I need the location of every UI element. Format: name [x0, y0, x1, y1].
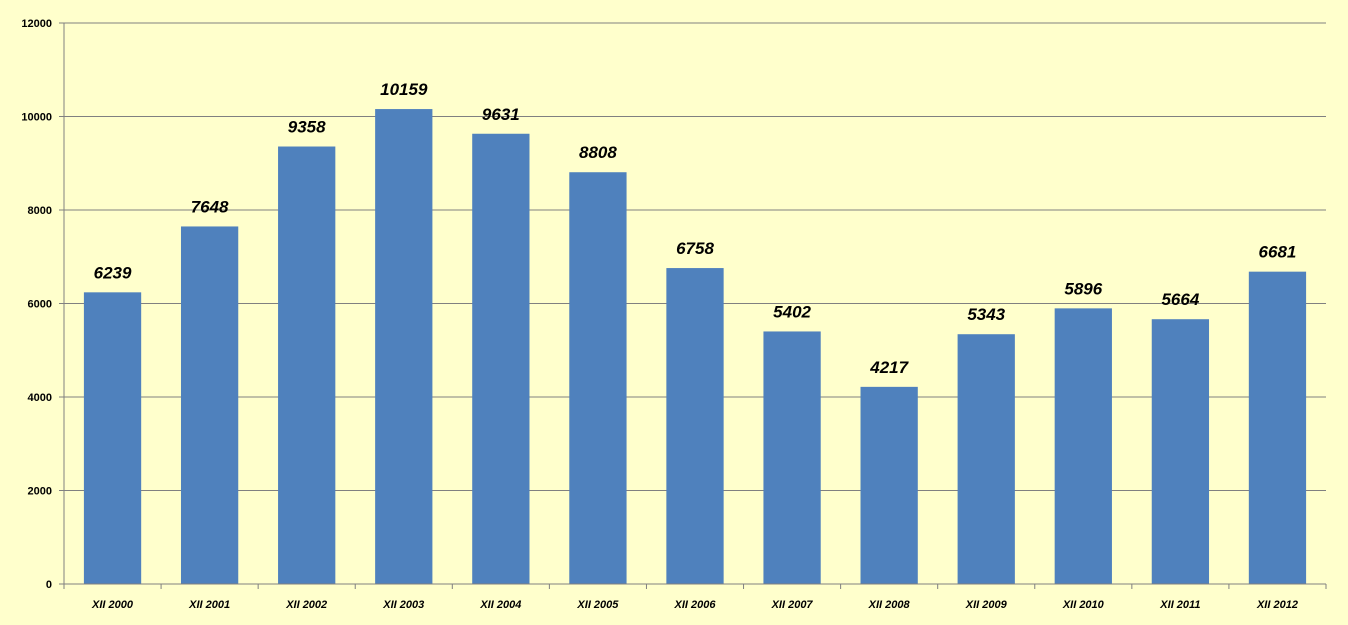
bars — [83, 109, 1307, 585]
data-labels: 6239 7648 9358 10159 9631 8808 6758 5402 4217 534… — [94, 80, 1297, 377]
x-tick-label: XII 2012 — [1256, 599, 1298, 611]
bar — [375, 109, 433, 585]
data-label: 10159 — [380, 80, 428, 99]
y-tick-label: 10000 — [21, 112, 52, 124]
x-tick-label: XII 2009 — [965, 599, 1008, 611]
data-label: 9631 — [482, 105, 520, 124]
data-label: 8808 — [579, 143, 617, 162]
x-tick-label: XII 2010 — [1062, 599, 1105, 611]
bar — [860, 386, 918, 584]
y-tick-label: 6000 — [28, 299, 52, 311]
data-label: 4217 — [869, 358, 909, 377]
bar — [1054, 308, 1112, 584]
x-axis-tick-labels: XII 2000 XII 2001 XII 2002 XII 2003 XII 2004… — [91, 599, 1298, 611]
bar — [569, 172, 627, 584]
bar — [666, 268, 724, 584]
x-tick-label: XII 2005 — [576, 599, 619, 611]
data-label: 6758 — [676, 239, 714, 258]
y-tick-label: 12000 — [21, 18, 52, 30]
bar — [1151, 319, 1210, 584]
data-label: 5896 — [1064, 279, 1102, 298]
data-label: 6239 — [94, 263, 132, 282]
data-label: 9358 — [288, 118, 326, 137]
data-label: 5402 — [773, 302, 811, 321]
bar — [472, 133, 530, 585]
axes — [59, 22, 1327, 589]
x-tick-label: XII 2000 — [91, 599, 134, 611]
x-tick-label: XII 2002 — [285, 599, 327, 611]
data-label: 5664 — [1161, 290, 1199, 309]
y-tick-label: 8000 — [28, 205, 52, 217]
x-tick-label: XII 2011 — [1159, 599, 1200, 611]
data-label: 7648 — [191, 197, 229, 216]
bar — [278, 146, 336, 585]
x-tick-label: XII 2004 — [479, 599, 521, 611]
y-axis-tick-labels: 0 2000 4000 6000 8000 10000 12000 — [21, 18, 52, 591]
bar — [1248, 271, 1307, 584]
x-tick-label: XII 2003 — [382, 599, 424, 611]
x-tick-label: XII 2007 — [771, 599, 814, 611]
bar — [957, 334, 1015, 584]
bar — [83, 292, 142, 584]
y-tick-label: 2000 — [28, 486, 52, 498]
y-tick-label: 0 — [46, 579, 52, 591]
y-tick-label: 4000 — [28, 392, 52, 404]
data-label: 5343 — [967, 305, 1005, 324]
x-tick-label: XII 2001 — [188, 599, 230, 611]
bar — [763, 331, 821, 584]
data-label: 6681 — [1259, 243, 1297, 262]
x-tick-label: XII 2008 — [868, 599, 911, 611]
bar — [180, 226, 239, 584]
x-tick-label: XII 2006 — [674, 599, 717, 611]
